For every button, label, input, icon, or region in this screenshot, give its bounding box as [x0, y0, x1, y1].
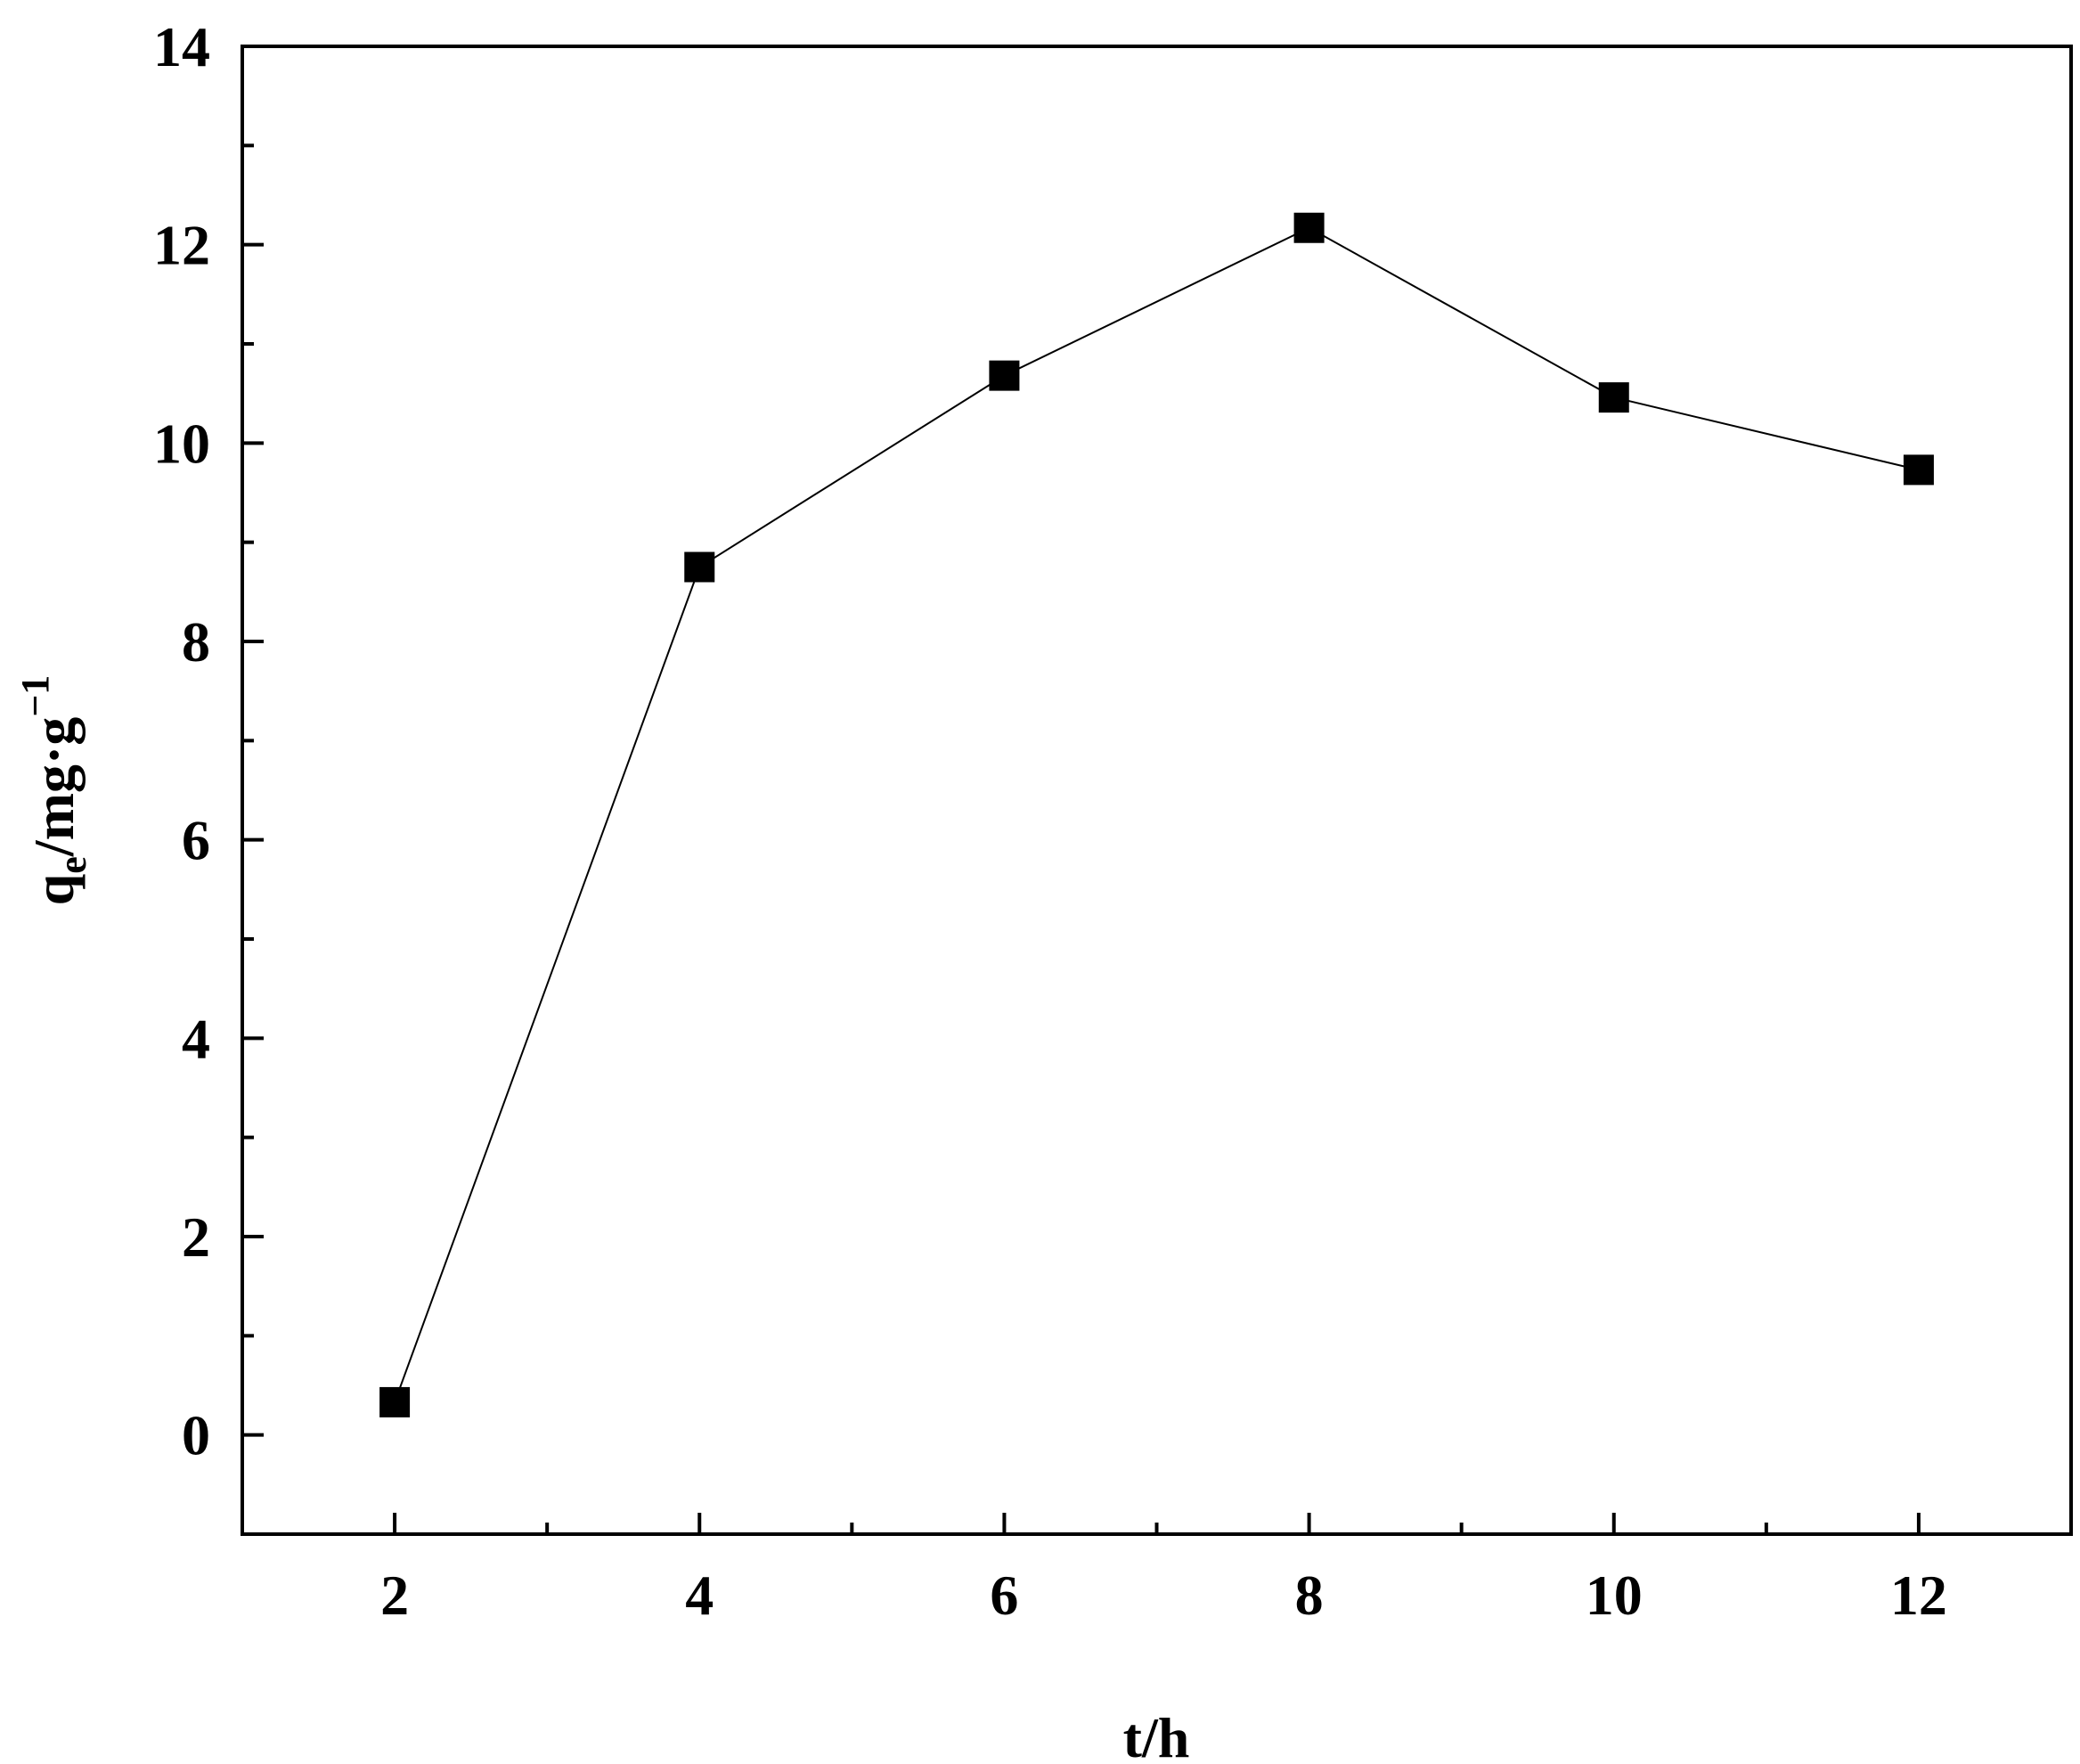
x-tick-label: 6 [990, 1564, 1018, 1627]
x-tick-label: 4 [685, 1564, 714, 1627]
y-axis-label: qe/mg·g−1 [13, 675, 94, 906]
y-tick-label: 2 [182, 1205, 210, 1269]
y-tick-label: 0 [182, 1404, 210, 1467]
series-line [394, 226, 1920, 1403]
y-axis-label-main: q [22, 874, 86, 906]
data-point [1598, 382, 1629, 413]
data-point [1293, 212, 1325, 243]
y-tick-label: 4 [182, 1007, 210, 1070]
y-axis-label-superscript: −1 [13, 675, 57, 717]
data-point [684, 551, 715, 583]
x-axis-label: t/h [1123, 1706, 1190, 1764]
y-tick-label: 6 [182, 809, 210, 872]
x-tick-label: 8 [1295, 1564, 1324, 1627]
y-tick-label: 8 [182, 610, 210, 674]
y-axis-label-rest: /mg·g [22, 717, 86, 857]
x-tick-label: 12 [1890, 1564, 1947, 1627]
series-markers [379, 212, 1934, 1417]
y-tick-label: 12 [153, 214, 210, 277]
data-point [989, 360, 1020, 391]
x-tick-label: 10 [1586, 1564, 1643, 1627]
axis-ticks [241, 45, 2073, 1536]
series-lines [394, 226, 1920, 1403]
y-axis-label-subscript: e [51, 856, 94, 874]
axis-tick-labels: 2 4 6 8 10 12 0 2 4 6 8 10 12 14 [153, 15, 1947, 1627]
data-point [1903, 454, 1934, 486]
x-tick-label: 2 [380, 1564, 409, 1627]
y-tick-label: 14 [153, 15, 210, 78]
plot-frame [241, 45, 2073, 1536]
data-point [379, 1386, 411, 1417]
y-tick-label: 10 [153, 412, 210, 475]
